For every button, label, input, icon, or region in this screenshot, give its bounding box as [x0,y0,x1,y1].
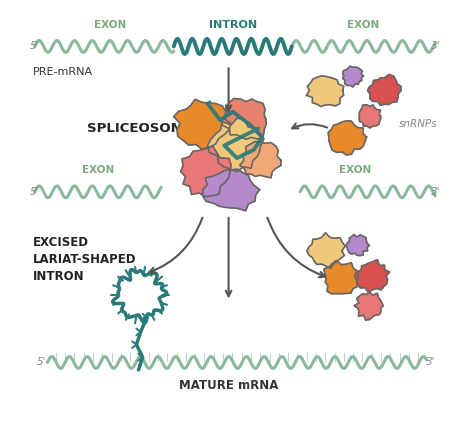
Polygon shape [354,292,383,320]
Text: 5': 5' [30,187,39,197]
Polygon shape [307,233,345,268]
Polygon shape [306,76,344,107]
Polygon shape [324,261,358,294]
Text: EXON: EXON [82,165,114,175]
Text: LARIAT-SHAPED: LARIAT-SHAPED [33,253,136,266]
Polygon shape [359,105,381,128]
Text: snRNPs: snRNPs [399,120,438,129]
Polygon shape [368,74,401,105]
Text: 5': 5' [30,41,39,52]
Text: EXON: EXON [94,19,127,30]
Text: EXCISED: EXCISED [33,236,89,249]
Polygon shape [343,66,363,87]
Polygon shape [181,146,231,197]
Text: 3': 3' [427,357,436,368]
Polygon shape [208,118,264,172]
Text: INTRON: INTRON [209,19,257,30]
Text: EXON: EXON [347,19,380,30]
Text: SPLICEOSOME: SPLICEOSOME [87,122,193,135]
Polygon shape [203,169,260,211]
Text: PRE-mRNA: PRE-mRNA [33,67,93,77]
Polygon shape [328,121,366,155]
Text: INTRON: INTRON [33,270,84,283]
Text: 3': 3' [430,41,440,52]
Text: 3': 3' [430,187,440,197]
Text: MATURE mRNA: MATURE mRNA [179,379,278,392]
Polygon shape [346,234,369,256]
Polygon shape [174,99,231,150]
Polygon shape [240,141,281,178]
Text: 5': 5' [36,357,46,368]
Text: EXON: EXON [339,165,371,175]
Polygon shape [355,260,390,292]
Polygon shape [222,98,266,139]
